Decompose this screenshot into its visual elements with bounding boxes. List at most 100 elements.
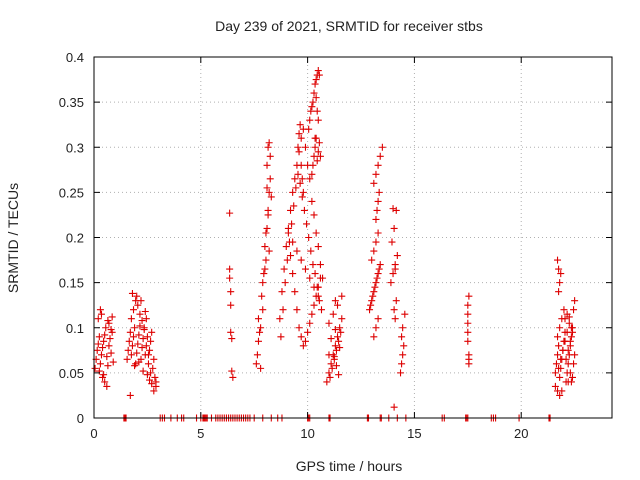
data-point (314, 292, 322, 300)
data-point (309, 98, 317, 106)
data-point (366, 306, 374, 314)
data-point (376, 261, 384, 269)
data-point (554, 333, 562, 341)
data-point (136, 322, 144, 330)
data-point (226, 209, 234, 217)
data-point (310, 283, 318, 291)
data-point (316, 261, 324, 269)
data-point (310, 89, 318, 97)
data-point (263, 161, 271, 169)
data-point (392, 206, 400, 214)
data-point (148, 380, 156, 388)
data-point (226, 274, 234, 282)
data-point (91, 364, 99, 372)
data-point (266, 152, 274, 160)
data-point (338, 315, 346, 323)
data-point (264, 143, 272, 151)
data-point (570, 306, 578, 314)
data-point (556, 279, 564, 287)
data-point (253, 351, 261, 359)
data-point (557, 355, 565, 363)
data-point (100, 371, 108, 379)
data-point (139, 367, 147, 375)
data-point (309, 261, 317, 269)
data-point (103, 382, 111, 390)
data-point (265, 247, 273, 255)
chart-title: Day 239 of 2021, SRMTID for receiver stb… (215, 18, 483, 34)
data-point (257, 364, 265, 372)
data-point (100, 337, 108, 345)
data-point (131, 362, 139, 370)
data-point (326, 373, 334, 381)
data-point (567, 333, 575, 341)
data-point (304, 328, 312, 336)
data-point (95, 333, 103, 341)
data-point (315, 139, 323, 147)
data-point (97, 310, 105, 318)
data-point (306, 116, 314, 124)
data-point (102, 324, 110, 332)
data-point (109, 358, 117, 366)
y-tick-label: 0.15 (59, 276, 84, 291)
data-point (276, 315, 284, 323)
data-point (138, 344, 146, 352)
data-point (128, 342, 136, 350)
data-point (97, 351, 105, 359)
data-point (555, 342, 563, 350)
data-point (298, 193, 306, 201)
data-point (301, 143, 309, 151)
grid-lines (94, 57, 612, 418)
data-point (125, 337, 133, 345)
data-point (338, 292, 346, 300)
data-point (299, 342, 307, 350)
data-point (298, 175, 306, 183)
data-point (263, 224, 271, 232)
y-tick-label: 0.4 (66, 50, 84, 65)
data-point (556, 324, 564, 332)
data-point (400, 342, 408, 350)
data-point (308, 197, 316, 205)
data-point (227, 288, 235, 296)
data-point (229, 373, 237, 381)
data-point (308, 103, 316, 111)
data-point (299, 188, 307, 196)
data-point (93, 346, 101, 354)
data-point (262, 229, 270, 237)
y-tick-label: 0.2 (66, 231, 84, 246)
data-point (465, 292, 473, 300)
data-point (372, 238, 380, 246)
y-tick-label: 0.25 (59, 185, 84, 200)
data-point (128, 289, 136, 297)
data-point (297, 333, 305, 341)
data-point (151, 373, 159, 381)
data-point (372, 215, 380, 223)
data-point (150, 387, 158, 395)
x-tick-label: 5 (197, 426, 204, 441)
data-point (368, 297, 376, 305)
data-point (373, 274, 381, 282)
data-point (316, 152, 324, 160)
data-point (303, 220, 311, 228)
data-point (370, 288, 378, 296)
data-point (311, 134, 319, 142)
data-point (565, 319, 573, 327)
data-point (374, 197, 382, 205)
data-point (325, 319, 333, 327)
y-tick-label: 0.3 (66, 140, 84, 155)
data-point (390, 403, 398, 411)
data-point (317, 306, 325, 314)
data-point (130, 306, 138, 314)
data-point (139, 335, 147, 343)
x-tick-label: 10 (300, 426, 314, 441)
data-point (297, 256, 305, 264)
data-point (370, 179, 378, 187)
data-point (327, 335, 335, 343)
data-point (375, 188, 383, 196)
data-point (307, 247, 315, 255)
data-point (559, 346, 567, 354)
data-point (295, 324, 303, 332)
data-point (398, 333, 406, 341)
data-point (106, 335, 114, 343)
data-point (279, 306, 287, 314)
data-point (398, 360, 406, 368)
